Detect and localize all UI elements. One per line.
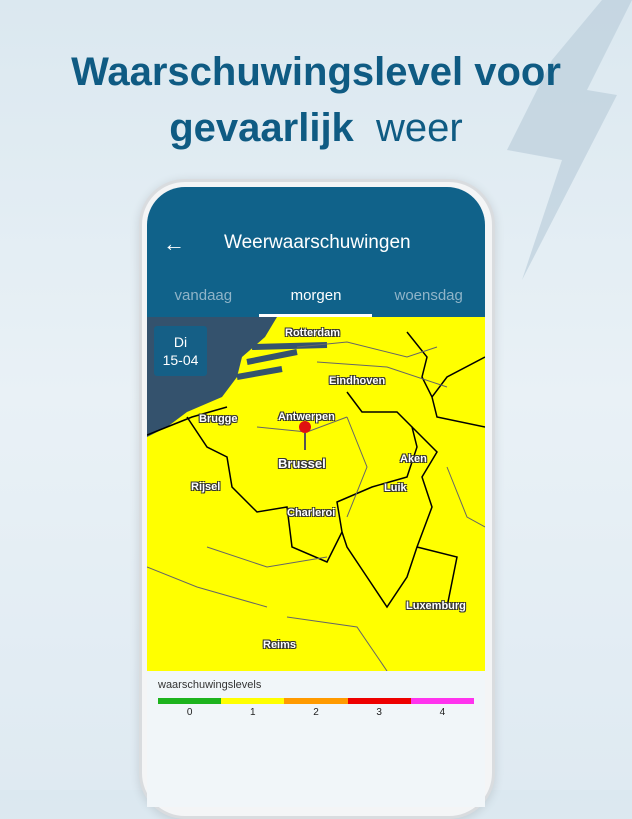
headline-line-1: Waarschuwingslevel voor [71,50,561,94]
level-label: 0 [186,707,193,718]
phone-screen: ← Weerwaarschuwingen vandaag morgen woen… [147,187,485,807]
headline-bold: gevaarlijk [169,106,354,150]
level-0-swatch [158,698,222,704]
level-label: 3 [376,707,382,718]
date-badge: Di 15-04 [154,326,207,376]
level-label: 1 [250,707,256,718]
city-label: Reims [263,639,297,651]
city-label: Luxemburg [406,600,466,612]
date-value: 15-04 [162,352,199,368]
city-label: Luik [384,482,407,494]
level-label: 2 [313,707,319,718]
legend: waarschuwingslevels 0 1 2 3 4 [147,671,485,726]
level-4-swatch [410,698,475,704]
tab-indicator [259,314,372,317]
page-title: Weerwaarschuwingen [224,232,411,253]
level-1-swatch [221,698,285,704]
app-header: ← Weerwaarschuwingen vandaag morgen woen… [147,187,485,317]
level-3-swatch [347,698,411,704]
city-label: Eindhoven [329,375,386,387]
legend-title: waarschuwingslevels [158,679,262,691]
arrow-left-icon[interactable]: ← [163,231,185,256]
city-label: Rijsel [191,481,221,493]
headline: Waarschuwingslevel voor gevaarlijk weer [0,44,632,156]
warning-map[interactable]: Di 15-04 Rotterdam Eindhoven Brugge Antwe… [147,317,485,671]
city-label: Brussel [278,456,326,471]
city-label: Brugge [199,413,238,425]
tab-vandaag[interactable]: vandaag [174,287,233,304]
tab-morgen[interactable]: morgen [290,287,342,304]
city-label: Rotterdam [285,327,341,339]
level-2-swatch [284,698,348,704]
city-label: Charleroi [287,507,336,519]
city-label: Antwerpen [278,411,335,423]
headline-rest: weer [376,106,463,150]
lightning-bolt-icon [507,0,632,280]
city-label: Aken [400,453,427,465]
date-day: Di [173,334,188,350]
level-label: 4 [439,707,446,718]
tab-woensdag[interactable]: woensdag [394,287,463,304]
legend-bar [158,698,475,704]
